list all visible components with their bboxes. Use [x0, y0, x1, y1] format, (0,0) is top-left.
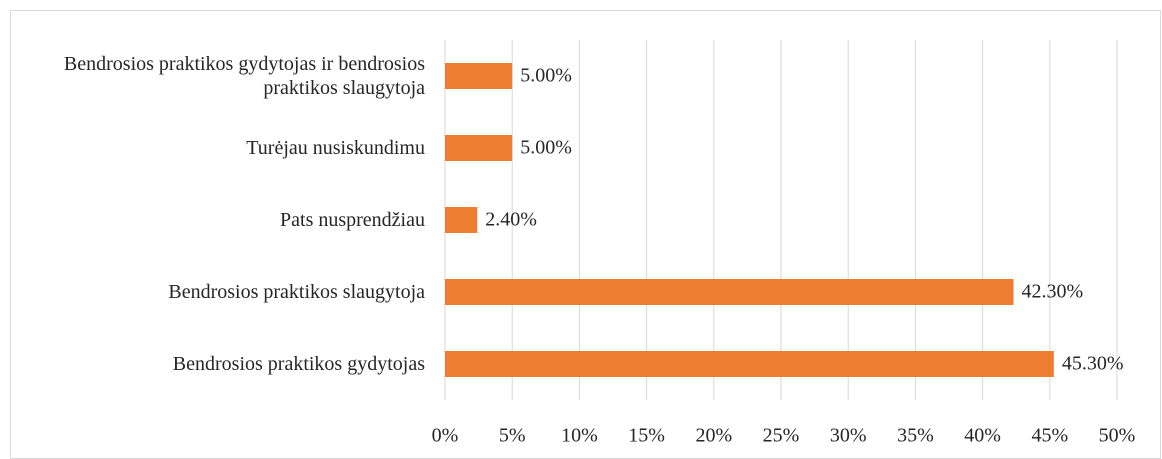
value-label: 2.40% — [485, 209, 537, 231]
x-tick-label: 25% — [763, 425, 800, 447]
x-tick-label: 30% — [830, 425, 867, 447]
bar — [445, 351, 1054, 377]
bar — [445, 135, 513, 161]
x-tick-label: 20% — [695, 425, 732, 447]
category-label: Bendrosios praktikos slaugytoja — [168, 281, 425, 303]
category-label: Bendrosios praktikos gydytojas — [172, 353, 425, 375]
bar — [445, 63, 513, 89]
category-label: Bendrosios praktikos gydytojas ir bendro… — [63, 53, 425, 99]
value-label: 45.30% — [1062, 353, 1124, 375]
category-label: Pats nusprendžiau — [280, 209, 425, 231]
x-tick-label: 50% — [1099, 425, 1136, 447]
x-tick-label: 45% — [1031, 425, 1068, 447]
bar — [445, 279, 1014, 305]
bar — [445, 207, 478, 233]
x-tick-label: 5% — [499, 425, 526, 447]
x-tick-label: 40% — [964, 425, 1001, 447]
x-tick-label: 35% — [897, 425, 934, 447]
category-label: Turėjau nusiskundimu — [246, 137, 425, 159]
x-tick-label: 10% — [561, 425, 598, 447]
value-label: 42.30% — [1022, 281, 1084, 303]
value-label: 5.00% — [520, 65, 572, 87]
x-tick-label: 15% — [628, 425, 665, 447]
x-tick-label: 0% — [432, 425, 459, 447]
value-label: 5.00% — [520, 137, 572, 159]
